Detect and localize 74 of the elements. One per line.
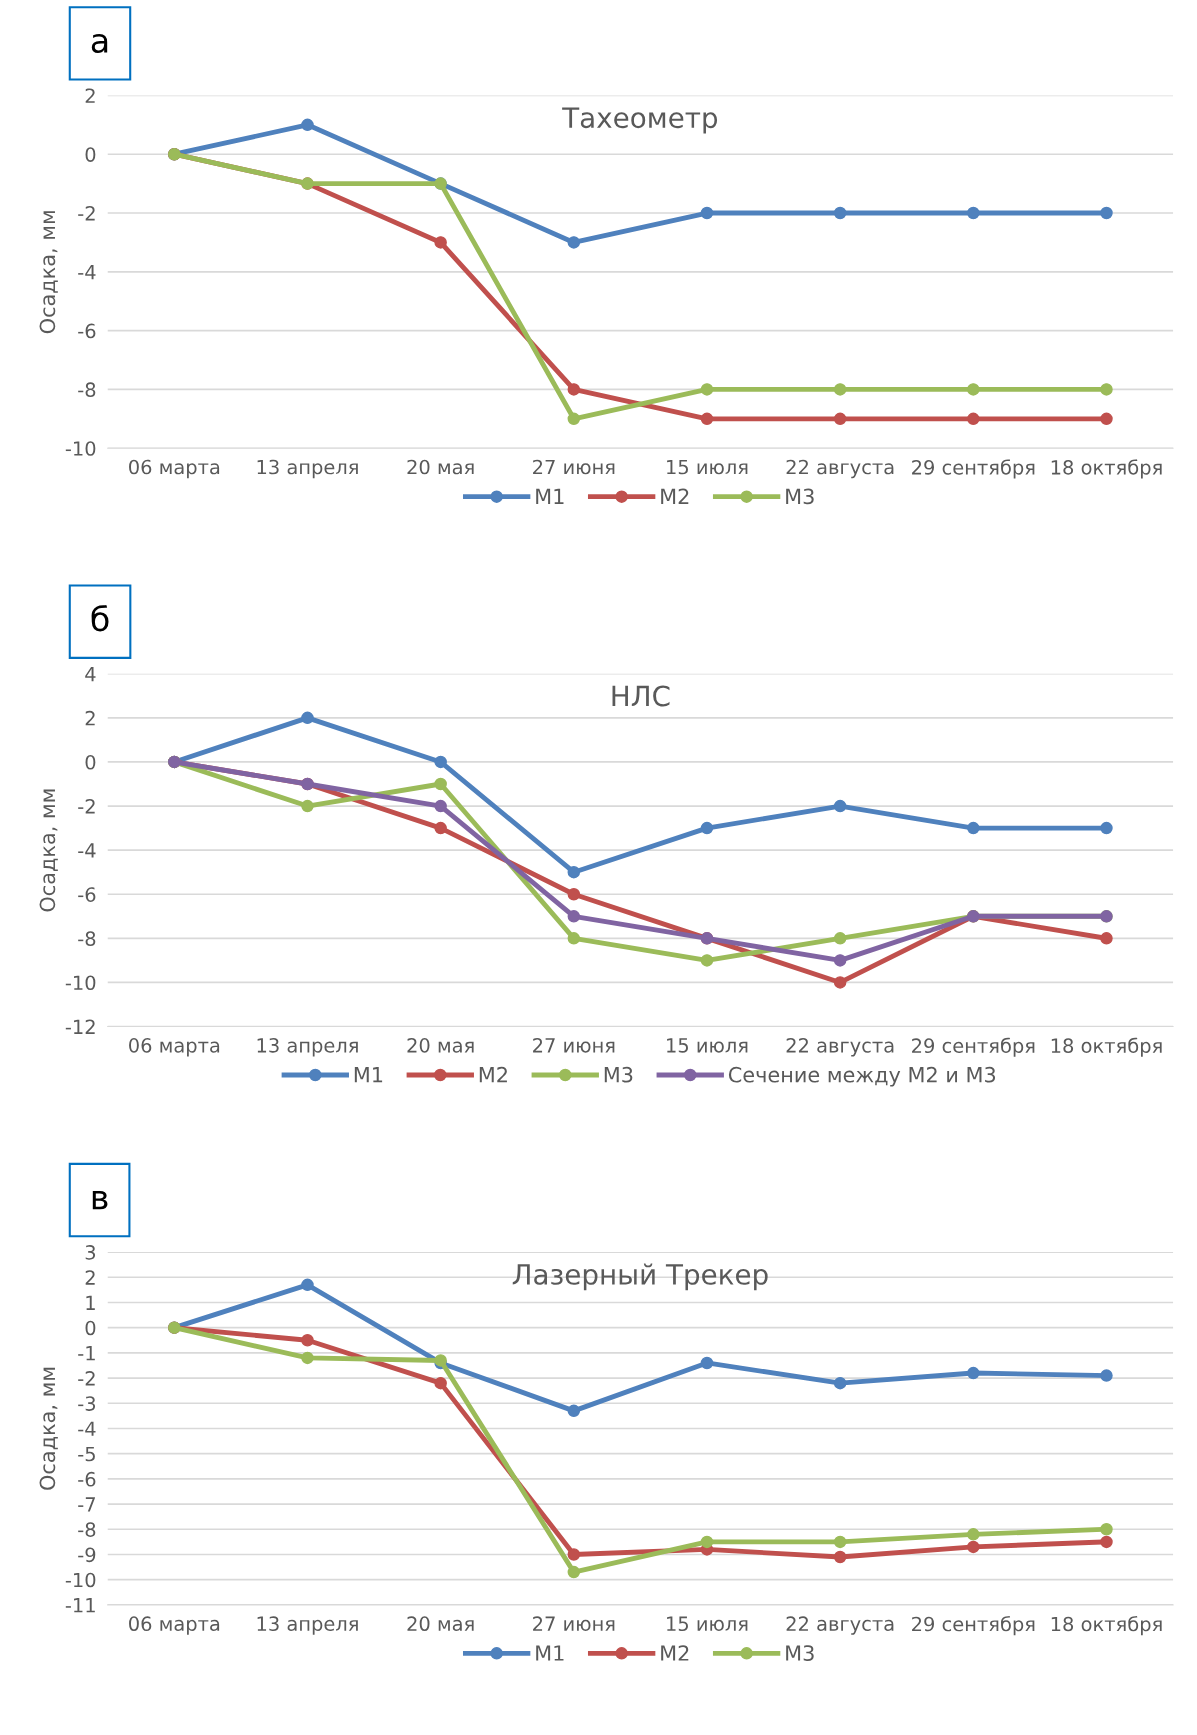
x-tick-label: 22 августа: [786, 1616, 894, 1635]
y-tick-label: 4: [85, 666, 96, 682]
y-tick-label: -10: [65, 975, 96, 991]
y-axis-title: Осадка, мм: [39, 1367, 58, 1490]
x-tick-label: 18 октября: [1051, 459, 1162, 479]
x-tick-label: 18 октября: [1051, 1615, 1162, 1636]
y-tick-label: 0: [85, 1320, 96, 1336]
y-tick-label: -12: [65, 1019, 95, 1034]
legend-label: М2: [479, 1066, 507, 1083]
y-tick-label: -4: [78, 843, 96, 858]
x-tick-label: 27 июня: [533, 1038, 615, 1053]
chart-title: Тахеометр: [562, 107, 718, 134]
y-tick-label: -6: [78, 323, 96, 339]
y-tick-label: -2: [78, 1371, 95, 1386]
y-tick-label: -9: [78, 1547, 96, 1563]
x-tick-label: 22 августа: [786, 459, 894, 479]
x-tick-label: 29 сентября: [912, 459, 1035, 479]
y-tick-label: -10: [65, 441, 96, 456]
text: б: [91, 605, 109, 632]
y-tick-label: -4: [78, 1421, 96, 1436]
y-tick-label: 3: [85, 1245, 96, 1260]
y-tick-label: 2: [85, 88, 95, 103]
y-tick-label: -2: [78, 205, 95, 221]
x-tick-label: 13 апреля: [257, 459, 358, 479]
legend-label: М2: [661, 488, 689, 504]
x-tick-label: 15 июля: [667, 1616, 748, 1632]
x-tick-label: 27 июня: [533, 1616, 615, 1632]
x-tick-label: 06 марта: [129, 459, 220, 479]
y-tick-label: 1: [86, 1295, 95, 1310]
x-tick-label: 20 мая: [407, 1616, 474, 1632]
legend-label: М3: [786, 1645, 814, 1661]
x-tick-label: 13 апреля: [257, 1616, 358, 1635]
x-tick-label: 20 мая: [407, 459, 474, 475]
y-tick-label: -10: [65, 1572, 96, 1588]
x-tick-label: 20 мая: [407, 1038, 474, 1053]
y-tick-label: -6: [78, 1471, 96, 1487]
legend-label: М3: [786, 488, 814, 505]
y-tick-label: -11: [65, 1598, 95, 1613]
y-tick-label: -4: [78, 265, 96, 280]
chart-title: Лазерный Трекер: [512, 1263, 768, 1291]
x-tick-label: 15 июля: [667, 1038, 748, 1053]
text: в: [92, 1191, 108, 1210]
text: а: [91, 33, 108, 54]
y-tick-label: -5: [78, 1446, 95, 1462]
x-tick-label: 29 сентября: [912, 1615, 1035, 1636]
legend-label: М1: [536, 488, 564, 504]
x-tick-label: 15 июля: [667, 459, 748, 475]
x-tick-label: 06 марта: [129, 1038, 220, 1057]
legend-label: М1: [354, 1067, 383, 1083]
y-tick-label: -7: [78, 1497, 95, 1512]
y-tick-label: -2: [78, 799, 95, 814]
x-tick-label: 29 сентября: [912, 1037, 1035, 1057]
legend-label: М3: [604, 1066, 633, 1083]
y-tick-label: 0: [85, 754, 96, 770]
x-tick-label: 27 июня: [533, 459, 615, 475]
y-tick-label: -8: [78, 931, 96, 947]
legend-label: М1: [536, 1645, 564, 1661]
y-tick-label: -8: [78, 382, 96, 398]
x-tick-label: 18 октября: [1051, 1037, 1162, 1057]
legend-label: М2: [661, 1645, 689, 1661]
y-tick-label: -3: [78, 1396, 96, 1411]
y-tick-label: 2: [85, 1270, 95, 1285]
y-tick-label: -1: [78, 1346, 95, 1361]
x-tick-label: 13 апреля: [257, 1038, 358, 1057]
legend-label: Сечение между М2 и М3: [728, 1066, 996, 1087]
y-axis-title: Осадка, мм: [39, 789, 58, 912]
y-tick-label: 0: [85, 147, 96, 162]
x-tick-label: 06 марта: [129, 1616, 220, 1635]
chart-title: НЛС: [612, 685, 670, 707]
y-axis-title: Осадка, мм: [39, 211, 58, 334]
y-tick-label: 2: [85, 710, 95, 726]
x-tick-label: 22 августа: [786, 1038, 894, 1057]
y-tick-label: -8: [78, 1522, 96, 1537]
y-tick-label: -6: [78, 887, 96, 902]
